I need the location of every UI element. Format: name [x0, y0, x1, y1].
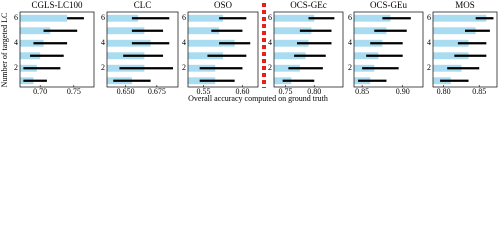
bar	[274, 14, 315, 22]
y-tick-label: 6	[348, 13, 352, 22]
panel-frame	[432, 11, 498, 88]
bar	[188, 39, 235, 47]
x-tick-label: 0.70	[33, 87, 47, 96]
y-tick-label: 4	[182, 38, 186, 47]
panel-frame	[187, 11, 259, 88]
panel-title: OCS-GEu	[370, 0, 408, 10]
panel-title: OSO	[214, 0, 233, 10]
bar	[433, 27, 476, 35]
y-tick-label: 6	[268, 13, 272, 22]
bar	[274, 64, 300, 72]
bar	[20, 39, 44, 47]
bar	[354, 27, 387, 35]
y-tick-label: 4	[101, 38, 105, 47]
x-tick-label: 0.675	[148, 87, 166, 96]
bar	[433, 52, 469, 60]
x-tick-label: 0.55	[197, 87, 211, 96]
bar	[20, 14, 68, 22]
y-axis-label: Number of targeted LC	[0, 13, 9, 88]
y-tick-label: 4	[268, 38, 272, 47]
y-tick-label: 2	[101, 63, 105, 72]
bar	[107, 39, 151, 47]
bar	[274, 27, 312, 35]
bar	[107, 14, 139, 22]
panel-frame	[353, 11, 424, 88]
panel-frame	[19, 11, 95, 88]
y-tick-label: 6	[14, 13, 18, 22]
x-tick-label: 0.60	[235, 87, 249, 96]
bar	[188, 52, 223, 60]
panel-title: CGLS-LC100	[31, 0, 83, 10]
y-tick-label: 6	[182, 13, 186, 22]
x-tick-label: 0.80	[437, 87, 451, 96]
chart: Number of targeted LC Overall accuracy c…	[0, 0, 498, 103]
bar	[354, 14, 391, 22]
bar	[20, 27, 51, 35]
y-tick-label: 4	[427, 38, 431, 47]
y-tick-label: 4	[348, 38, 352, 47]
bar	[354, 39, 383, 47]
x-tick-label: 0.85	[472, 87, 486, 96]
x-tick-label: 0.90	[396, 87, 410, 96]
x-tick-label: 0.650	[117, 87, 135, 96]
y-tick-label: 2	[182, 63, 186, 72]
bar	[433, 14, 487, 22]
bar	[274, 52, 306, 60]
bar	[188, 14, 223, 22]
y-tick-label: 6	[427, 13, 431, 22]
bar	[274, 39, 309, 47]
x-tick-label: 0.80	[307, 87, 321, 96]
bar	[188, 27, 220, 35]
x-tick-label: 0.85	[355, 87, 369, 96]
y-tick-label: 6	[101, 13, 105, 22]
bar	[433, 39, 469, 47]
y-tick-label: 4	[14, 38, 18, 47]
panel-frame	[106, 11, 179, 88]
x-tick-label: 0.75	[67, 87, 81, 96]
y-tick-label: 2	[348, 63, 352, 72]
panel-title: MOS	[455, 0, 475, 10]
panel-title: CLC	[134, 0, 152, 10]
bar	[354, 52, 379, 60]
panel-title: OCS-GEc	[290, 0, 327, 10]
panel-frame	[273, 11, 344, 88]
y-tick-label: 2	[268, 63, 272, 72]
y-tick-label: 2	[14, 63, 18, 72]
x-axis-label: Overall accuracy computed on ground trut…	[188, 94, 328, 103]
y-tick-label: 2	[427, 63, 431, 72]
bar	[107, 27, 145, 35]
x-tick-label: 0.75	[279, 87, 293, 96]
